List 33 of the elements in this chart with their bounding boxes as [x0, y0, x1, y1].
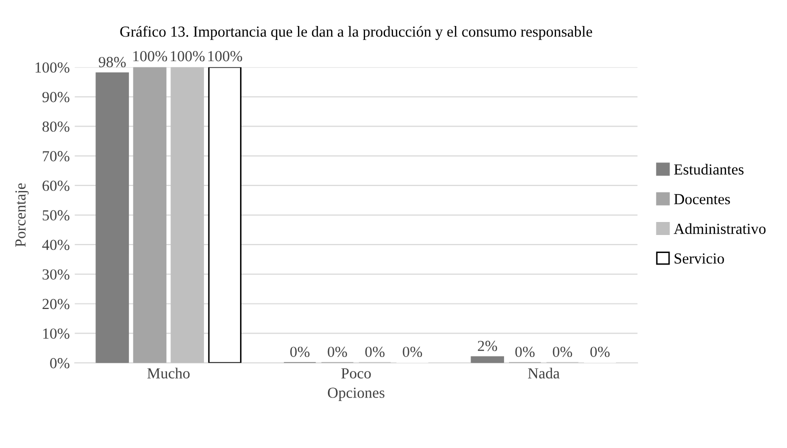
data-label: 2% [478, 340, 498, 352]
y-tick-label: 30% [42, 269, 70, 280]
data-label: 100% [208, 51, 242, 62]
y-tick-label: 80% [42, 121, 70, 132]
y-tick-label: 0% [50, 358, 70, 368]
data-label: 0% [515, 346, 535, 358]
data-label: 98% [98, 56, 126, 68]
legend-label: Docentes [674, 194, 730, 204]
legend-label: Administrativo [674, 223, 766, 234]
legend-label: Servicio [674, 253, 724, 264]
data-label: 100% [133, 51, 168, 62]
y-tick-label: 10% [43, 328, 70, 339]
y-tick-label: 50% [42, 210, 70, 221]
data-label: 0% [328, 346, 348, 358]
y-tick-label: 20% [42, 298, 70, 310]
y-axis-title: Porcentaje [15, 183, 29, 247]
y-tick-label: 40% [42, 240, 70, 250]
data-label: 0% [290, 346, 310, 358]
x-tick-label: Nada [528, 368, 560, 378]
x-tick-label: Poco [341, 368, 371, 378]
y-tick-label: 70% [42, 151, 70, 162]
data-label: 100% [170, 51, 205, 62]
data-label: 0% [365, 346, 385, 358]
y-tick-label: 100% [36, 62, 70, 73]
data-label: 0% [590, 346, 610, 358]
x-tick-label: Mucho [147, 368, 190, 378]
data-label: 0% [552, 346, 572, 358]
legend-label: Estudiantes [674, 164, 744, 175]
y-tick-label: 60% [42, 180, 70, 191]
data-label: 0% [402, 346, 422, 358]
chart-title: Gráfico 13. Importancia que le dan a la producción y el consumo responsable [120, 26, 592, 40]
y-tick-label: 90% [42, 92, 70, 102]
x-axis-title: Opciones [328, 388, 384, 402]
